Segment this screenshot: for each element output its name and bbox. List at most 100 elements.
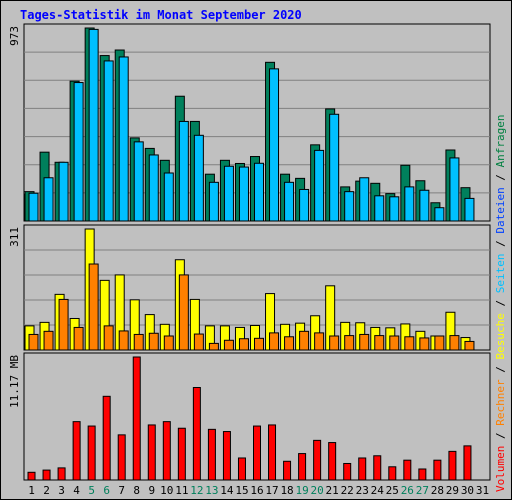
y-axis-max-label: 973	[8, 26, 21, 46]
legend-item-volumen: Volumen	[494, 446, 507, 492]
bar-volumen	[448, 450, 457, 481]
x-tick-label: 3	[58, 484, 65, 497]
bar-volumen	[433, 459, 442, 481]
bar-besuche	[73, 326, 84, 351]
bar-volumen	[313, 439, 322, 481]
bar-besuche	[374, 335, 385, 351]
x-tick-label: 20	[311, 484, 324, 497]
bar-besuche	[449, 335, 460, 351]
bar-besuche	[359, 333, 370, 351]
bar-dateien	[223, 165, 234, 222]
bar-besuche	[208, 342, 219, 351]
bar-dateien	[389, 196, 400, 222]
legend-separator: /	[494, 426, 507, 446]
legend-item-rechner: Rechner	[494, 379, 507, 426]
x-tick-label: 27	[416, 484, 429, 497]
bar-volumen	[237, 457, 246, 481]
bar-dateien	[434, 207, 445, 222]
bar-volumen	[72, 421, 81, 481]
bar-volumen	[132, 356, 141, 481]
bar-dateien	[148, 154, 159, 222]
bar-besuche	[28, 333, 39, 351]
legend: Volumen / Rechner / Besuche / Seiten / D…	[494, 114, 507, 492]
bar-volumen	[328, 442, 337, 481]
bar-volumen	[283, 460, 292, 481]
x-tick-label: 29	[446, 484, 459, 497]
x-tick-label: 25	[386, 484, 399, 497]
bar-dateien	[464, 197, 475, 222]
bar-dateien	[193, 134, 204, 222]
bar-besuche	[43, 330, 54, 351]
bar-besuche	[88, 263, 99, 351]
x-tick-label: 5	[88, 484, 95, 497]
bar-volumen	[87, 425, 96, 481]
bar-besuche	[238, 338, 249, 351]
bar-volumen	[388, 466, 397, 481]
bar-besuche	[284, 336, 295, 351]
legend-item-besuche: Besuche	[494, 313, 507, 359]
x-tick-label: 2	[43, 484, 50, 497]
bar-dateien	[133, 141, 144, 222]
x-tick-label: 8	[133, 484, 140, 497]
x-tick-label: 14	[220, 484, 234, 497]
bar-dateien	[329, 113, 340, 222]
x-tick-label: 26	[401, 484, 414, 497]
bar-besuche	[464, 340, 475, 351]
x-tick-label: 6	[103, 484, 110, 497]
bar-volumen	[253, 425, 261, 481]
bar-dateien	[73, 82, 84, 222]
bar-volumen	[42, 469, 51, 481]
x-tick-label: 11	[175, 484, 188, 497]
x-tick-label: 13	[205, 484, 218, 497]
bar-besuche	[163, 335, 174, 351]
bar-dateien	[269, 68, 280, 222]
bar-besuche	[254, 337, 264, 351]
legend-separator: /	[494, 234, 507, 254]
bar-besuche	[178, 274, 189, 351]
legend-item-anfragen: Anfragen	[494, 114, 507, 167]
bar-dateien	[404, 186, 415, 222]
bar-volumen	[418, 468, 427, 481]
bar-besuche	[118, 330, 129, 351]
x-tick-label: 23	[356, 484, 369, 497]
x-tick-label: 9	[148, 484, 155, 497]
bar-besuche	[314, 332, 325, 351]
legend-item-seiten: Seiten	[494, 254, 507, 294]
bar-dateien	[284, 181, 295, 222]
bar-besuche	[133, 333, 144, 351]
bar-dateien	[43, 177, 54, 222]
bar-volumen	[57, 467, 66, 481]
legend-separator: /	[494, 293, 507, 313]
legend-separator: /	[494, 360, 507, 380]
bar-volumen	[192, 387, 201, 481]
bar-volumen	[222, 431, 231, 481]
legend-separator: /	[494, 167, 507, 187]
bar-besuche	[389, 335, 400, 351]
bar-besuche	[58, 298, 69, 351]
x-tick-label: 7	[118, 484, 125, 497]
y-axis-max-label: 311	[8, 227, 21, 247]
bar-volumen	[162, 421, 171, 481]
y-axis-max-label: 11.17 MB	[8, 355, 21, 408]
bar-dateien	[359, 177, 370, 222]
x-tick-label: 1	[28, 484, 35, 497]
bar-volumen	[298, 453, 307, 481]
bar-besuche	[404, 336, 415, 351]
bar-besuche	[329, 335, 340, 351]
bar-besuche	[344, 335, 355, 351]
x-tick-label: 21	[326, 484, 339, 497]
bar-volumen	[373, 455, 382, 481]
bar-besuche	[223, 339, 234, 351]
bar-dateien	[118, 56, 129, 222]
x-tick-label: 31	[476, 484, 489, 497]
bar-volumen	[463, 445, 472, 481]
x-tick-label: 22	[341, 484, 354, 497]
bar-volumen	[403, 459, 412, 481]
bar-dateien	[449, 157, 460, 222]
bar-volumen	[358, 457, 367, 481]
bar-besuche	[103, 325, 114, 351]
bar-volumen	[117, 434, 126, 481]
bar-dateien	[238, 166, 249, 222]
bar-dateien	[28, 192, 39, 222]
chart-title: Tages-Statistik im Monat September 2020	[20, 8, 302, 22]
